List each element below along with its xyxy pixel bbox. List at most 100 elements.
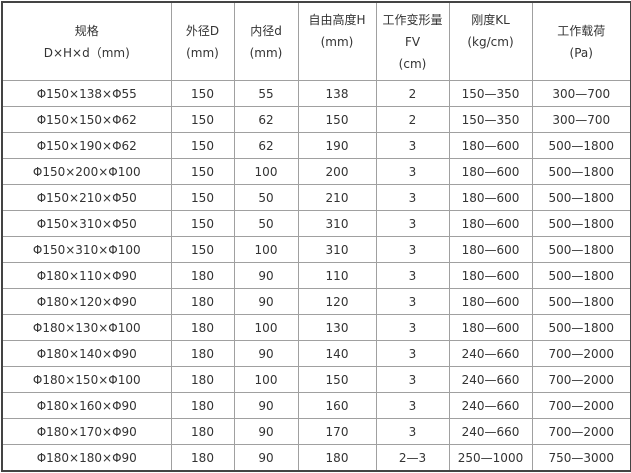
table-cell: 90 [233,340,299,367]
table-row: Φ180×180×Φ90 180 90 180 2—3 250—1000 750—3000 [1,444,631,472]
table-cell: 150—350 [448,80,533,107]
header-text: D×H×d（mm) [43,45,130,60]
table-cell: 180 [170,366,235,393]
table-cell: 500—1800 [531,288,631,315]
table-cell: 150 [297,106,377,133]
table-row: Φ180×110×Φ90 180 90 110 3 180—600 500—1800 [1,262,631,289]
table-row: Φ150×138×Φ55 150 55 138 2 150—350 300—700 [1,80,631,107]
table-cell: 180—600 [448,210,533,237]
table-cell: 500—1800 [531,132,631,159]
table-cell: 3 [375,366,450,393]
table-cell: Φ180×130×Φ100 [1,314,172,341]
table-cell: 55 [233,80,299,107]
header-text: 规格 [74,23,99,38]
table-cell: 180—600 [448,236,533,263]
table-cell: 3 [375,418,450,445]
table-cell: 150 [170,132,235,159]
table-cell: 2—3 [375,444,450,472]
table-cell: Φ180×150×Φ100 [1,366,172,393]
table-cell: 150 [170,184,235,211]
table-cell: 700—2000 [531,392,631,419]
table-cell: 180 [170,392,235,419]
table-cell: 750—3000 [531,444,631,472]
table-row: Φ150×310×Φ100 150 100 310 3 180—600 500—1800 [1,236,631,263]
header-text: 内径d [250,23,282,38]
table-cell: 3 [375,184,450,211]
table-cell: 150 [170,210,235,237]
table-cell: 180 [170,340,235,367]
table-cell: 3 [375,314,450,341]
table-cell: 240—660 [448,418,533,445]
table-cell: 110 [297,262,377,289]
table-row: Φ180×140×Φ90 180 90 140 3 240—660 700—2000 [1,340,631,367]
table-cell: 500—1800 [531,236,631,263]
table-row: Φ150×200×Φ100 150 100 200 3 180—600 500—1800 [1,158,631,185]
table-cell: 700—2000 [531,340,631,367]
table-cell: 210 [297,184,377,211]
header-text: FV [404,34,421,49]
table-cell: Φ150×210×Φ50 [1,184,172,211]
header-row: 规格 D×H×d（mm) 外径D (mm) 内径d (mm) 自由高度H (mm) 工作变形量… [1,1,631,81]
table-cell: 90 [233,262,299,289]
table-cell: 200 [297,158,377,185]
header-text: 自由高度H [308,12,366,27]
table-cell: 150 [170,236,235,263]
column-header: 外径D (mm) [170,1,235,81]
table-cell: 100 [233,236,299,263]
table-cell: 700—2000 [531,366,631,393]
table-cell: 180 [170,314,235,341]
table-cell: 150 [170,106,235,133]
table-cell: 150 [297,366,377,393]
table-cell: 150 [170,80,235,107]
table-row: Φ150×190×Φ62 150 62 190 3 180—600 500—1800 [1,132,631,159]
table-cell: 180 [170,288,235,315]
table-cell: Φ150×310×Φ100 [1,236,172,263]
table-cell: 90 [233,418,299,445]
table-cell: 130 [297,314,377,341]
table-row: Φ150×310×Φ50 150 50 310 3 180—600 500—1800 [1,210,631,237]
table-row: Φ180×130×Φ100 180 100 130 3 180—600 500—1800 [1,314,631,341]
table-cell: 170 [297,418,377,445]
table-cell: 500—1800 [531,158,631,185]
table-row: Φ180×120×Φ90 180 90 120 3 180—600 500—1800 [1,288,631,315]
table-row: Φ150×150×Φ62 150 62 150 2 150—350 300—700 [1,106,631,133]
table-cell: Φ150×190×Φ62 [1,132,172,159]
header-text [450,53,532,75]
table-cell: Φ180×170×Φ90 [1,418,172,445]
table-cell: 500—1800 [531,184,631,211]
table-cell: Φ180×120×Φ90 [1,288,172,315]
table-cell: 180 [170,262,235,289]
table-cell: 180—600 [448,158,533,185]
table-cell: 310 [297,210,377,237]
table-cell: 180—600 [448,184,533,211]
table-cell: 3 [375,210,450,237]
table-cell: Φ180×140×Φ90 [1,340,172,367]
table-cell: Φ150×150×Φ62 [1,106,172,133]
table-cell: Φ180×110×Φ90 [1,262,172,289]
table-cell: 3 [375,288,450,315]
column-header: 刚度KL (kg/cm) [448,1,533,81]
table-cell: 3 [375,340,450,367]
column-header: 规格 D×H×d（mm) [1,1,172,81]
header-text: 刚度KL [471,12,510,27]
table-cell: Φ150×138×Φ55 [1,80,172,107]
table-cell: 90 [233,288,299,315]
column-header: 自由高度H (mm) [297,1,377,81]
table-cell: 190 [297,132,377,159]
table-cell: 140 [297,340,377,367]
table-cell: 180 [170,444,235,472]
table-cell: 62 [233,106,299,133]
table-cell: 62 [233,132,299,159]
table-cell: 180 [297,444,377,472]
table-row: Φ150×210×Φ50 150 50 210 3 180—600 500—1800 [1,184,631,211]
table-row: Φ180×170×Φ90 180 90 170 3 240—660 700—2000 [1,418,631,445]
table-cell: 100 [233,314,299,341]
table-cell: 3 [375,262,450,289]
table-cell: 310 [297,236,377,263]
table-cell: 50 [233,184,299,211]
table-cell: 120 [297,288,377,315]
table-cell: 240—660 [448,340,533,367]
table-cell: 300—700 [531,80,631,107]
table-cell: 50 [233,210,299,237]
